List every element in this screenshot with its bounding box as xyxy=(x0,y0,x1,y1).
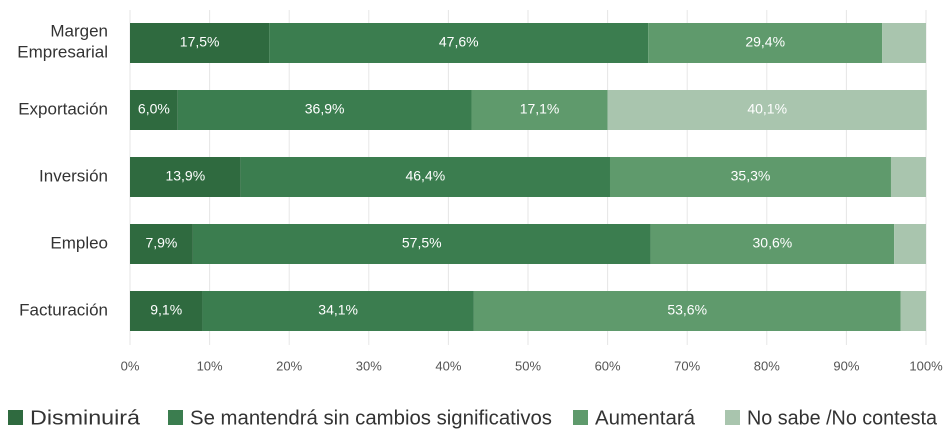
value-label: 53,6% xyxy=(667,302,707,318)
bar-segment xyxy=(130,23,270,63)
bar-segment xyxy=(607,90,927,130)
bar-segment xyxy=(192,224,651,264)
value-label: 46,4% xyxy=(405,168,445,184)
y-tick-label: Margen Empresarial xyxy=(17,22,108,62)
legend-swatch xyxy=(573,410,588,425)
legend-label: Aumentará xyxy=(595,407,696,429)
x-tick-label: 50% xyxy=(515,358,541,373)
bar-segment xyxy=(130,291,203,331)
legend-swatch xyxy=(168,410,183,425)
value-label: 17,1% xyxy=(520,101,560,117)
x-tick-label: 100% xyxy=(909,358,943,373)
bar-segment xyxy=(471,90,608,130)
bar-segment xyxy=(609,157,891,197)
value-label: 9,1% xyxy=(150,302,182,318)
legend-label: Se mantendrá sin cambios significativos xyxy=(190,407,552,429)
value-label: 47,6% xyxy=(439,34,479,50)
bar-segment xyxy=(894,224,926,264)
value-label: 13,9% xyxy=(165,168,205,184)
value-label: 36,9% xyxy=(305,101,345,117)
bar-segment xyxy=(240,157,610,197)
bar-segment xyxy=(648,23,883,63)
x-tick-label: 90% xyxy=(833,358,859,373)
bar-segment xyxy=(650,224,895,264)
x-tick-label: 10% xyxy=(197,358,223,373)
x-tick-label: 30% xyxy=(356,358,382,373)
value-label: 7,9% xyxy=(145,235,177,251)
x-tick-label: 0% xyxy=(121,358,140,373)
bar-segment xyxy=(130,224,193,264)
bar-segment xyxy=(130,90,178,130)
x-tick-label: 70% xyxy=(674,358,700,373)
y-tick-label: Inversión xyxy=(39,166,108,185)
bar-segment xyxy=(473,291,901,331)
value-label: 30,6% xyxy=(753,235,793,251)
y-tick-label: Exportación xyxy=(18,99,108,118)
value-label: 17,5% xyxy=(180,34,220,50)
value-label: 40,1% xyxy=(747,101,787,117)
x-tick-label: 80% xyxy=(754,358,780,373)
bar-segment xyxy=(269,23,649,63)
y-tick-label: Empleo xyxy=(50,233,108,252)
bar-segment xyxy=(900,291,926,331)
legend-label: Disminuirá xyxy=(30,407,141,429)
value-label: 35,3% xyxy=(731,168,771,184)
x-tick-label: 60% xyxy=(595,358,621,373)
bar-segment xyxy=(177,90,472,130)
value-label: 57,5% xyxy=(402,235,442,251)
value-label: 6,0% xyxy=(138,101,170,117)
y-tick-label: Facturación xyxy=(19,300,108,319)
legend-swatch xyxy=(8,410,23,425)
bar-segment xyxy=(882,23,926,63)
x-tick-label: 20% xyxy=(276,358,302,373)
legend-swatch xyxy=(725,410,740,425)
value-label: 34,1% xyxy=(318,302,358,318)
bar-segment xyxy=(890,157,926,197)
x-tick-label: 40% xyxy=(435,358,461,373)
bar-segment xyxy=(130,157,241,197)
legend-label: No sabe /No contesta xyxy=(747,407,938,429)
value-label: 29,4% xyxy=(745,34,785,50)
bar-segment xyxy=(202,291,474,331)
